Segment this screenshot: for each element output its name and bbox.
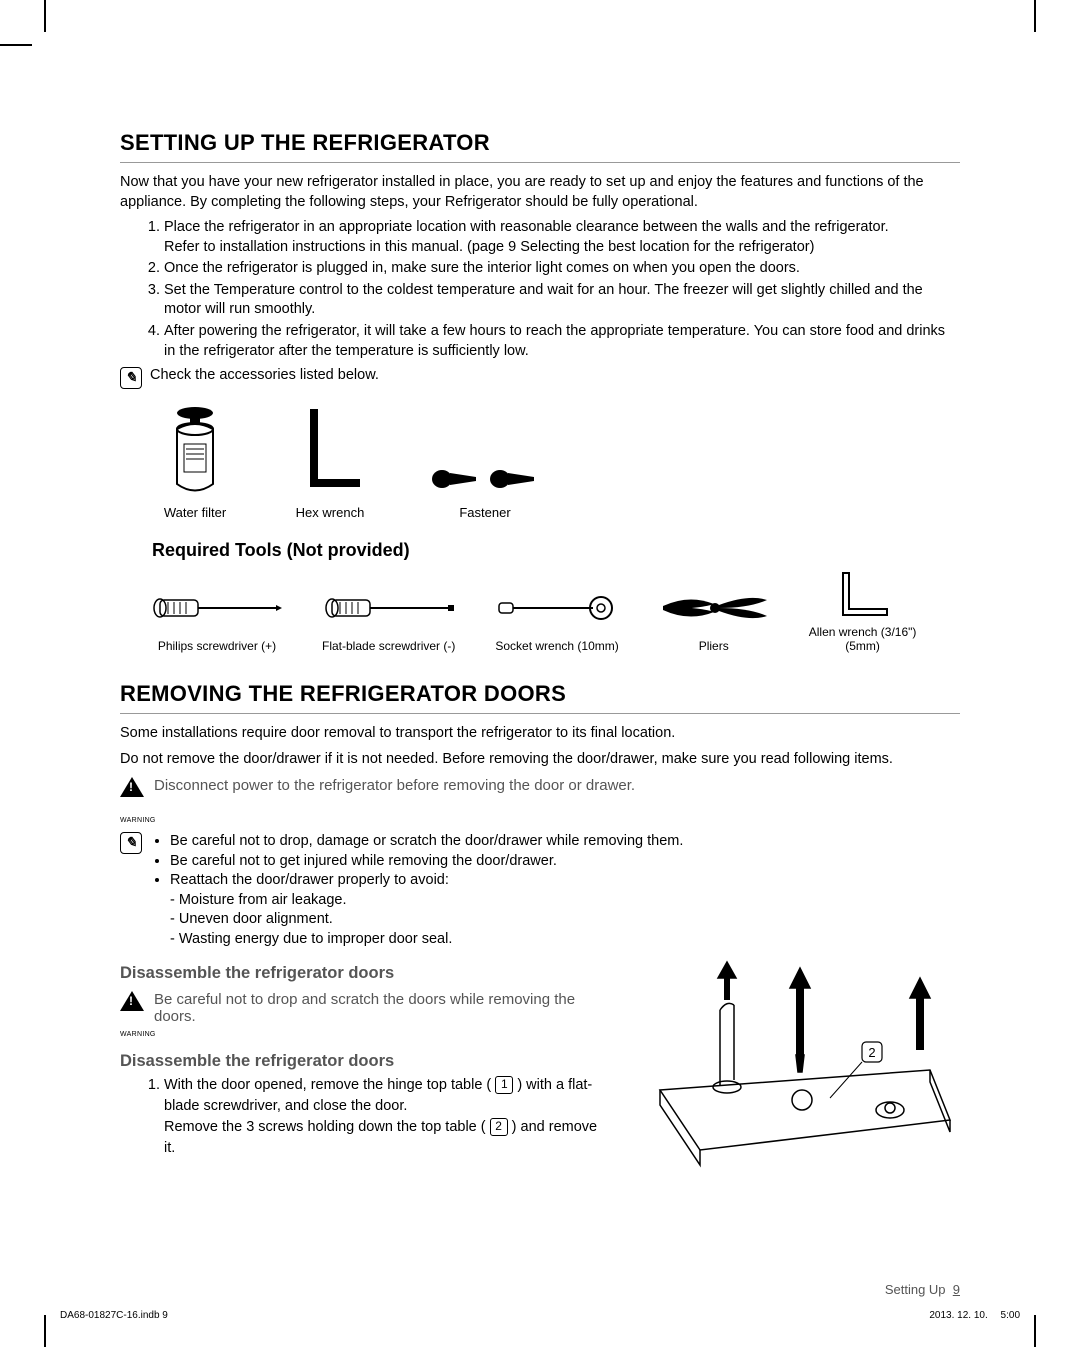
bullet: Be careful not to get injured while remo… [170, 852, 683, 872]
accessory-fastener: Fastener [430, 399, 540, 520]
step-4: After powering the refrigerator, it will… [164, 322, 960, 361]
step-2: Once the refrigerator is plugged in, mak… [164, 259, 960, 279]
philips-screwdriver-icon [152, 596, 282, 620]
crop-mark [44, 1315, 46, 1347]
crop-mark [1034, 1315, 1036, 1347]
footer-left: DA68-01827C-16.indb 9 [60, 1310, 168, 1321]
bullet: Be careful not to drop, damage or scratc… [170, 832, 683, 852]
section2: REMOVING THE REFRIGERATOR DOORS Some ins… [120, 681, 960, 1180]
dash: - Moisture from air leakage. [170, 891, 683, 911]
accessories-note: ✎ Check the accessories listed below. [120, 367, 960, 389]
warning-disconnect: WARNING Disconnect power to the refriger… [120, 777, 960, 824]
flatblade-screwdriver-icon [324, 596, 454, 620]
disassemble-heading-b: Disassemble the refrigerator doors [120, 1052, 610, 1071]
accessory-hex-wrench: Hex wrench [290, 399, 370, 520]
step-1: Place the refrigerator in an appropriate… [164, 218, 960, 257]
tool-label: Pliers [659, 639, 769, 653]
note-icon: ✎ [120, 832, 142, 854]
hinge-diagram: 2 [630, 950, 960, 1180]
dash: - Wasting energy due to improper door se… [170, 930, 683, 950]
t: With the door opened, remove the hinge t… [164, 1077, 491, 1093]
warning-text: Disconnect power to the refrigerator bef… [154, 777, 635, 794]
warning-label: WARNING [120, 1031, 144, 1038]
callout-1: 1 [495, 1076, 513, 1094]
accessories-row: Water filter Hex wrench [160, 399, 960, 520]
care-note: ✎ Be careful not to drop, damage or scra… [120, 832, 960, 949]
section1-steps: Place the refrigerator in an appropriate… [164, 218, 960, 361]
page-content: SETTING UP THE REFRIGERATOR Now that you… [120, 130, 960, 1267]
accessory-water-filter: Water filter [160, 399, 230, 520]
fastener-icon [430, 459, 540, 499]
socket-wrench-icon [497, 593, 617, 623]
bullet-text: Reattach the door/drawer properly to avo… [170, 872, 449, 888]
tool-allen: Allen wrench (3/16") (5mm) [809, 569, 917, 653]
accessory-label: Fastener [430, 505, 540, 520]
warning-icon [120, 777, 144, 797]
page-footer-label: Setting Up 9 [885, 1282, 960, 1297]
crop-mark [44, 0, 46, 32]
dash: - Uneven door alignment. [170, 910, 683, 930]
callout-2: 2 [490, 1118, 508, 1136]
tools-row: Philips screwdriver (+) Flat-blade screw… [152, 569, 960, 653]
step-3: Set the Temperature control to the colde… [164, 281, 960, 320]
footer-right: 2013. 12. 10. 5:00 [929, 1310, 1020, 1321]
tool-socket: Socket wrench (10mm) [495, 583, 618, 653]
warning-scratch: WARNING Be careful not to drop and scrat… [120, 991, 610, 1038]
step-sub: Refer to installation instructions in th… [164, 239, 814, 255]
section1-intro: Now that you have your new refrigerator … [120, 173, 960, 212]
hex-wrench-icon [290, 399, 370, 499]
section2-p2: Do not remove the door/drawer if it is n… [120, 750, 960, 770]
disassemble-block: Disassemble the refrigerator doors WARNI… [120, 950, 960, 1180]
tool-pliers: Pliers [659, 583, 769, 653]
allen-wrench-icon [833, 569, 893, 619]
water-filter-icon [160, 399, 230, 499]
accessory-label: Hex wrench [290, 505, 370, 520]
tool-label: Socket wrench (10mm) [495, 639, 618, 653]
crop-mark [0, 44, 32, 46]
footer-text: Setting Up [885, 1282, 946, 1297]
disassemble-steps: With the door opened, remove the hinge t… [164, 1075, 610, 1159]
pliers-icon [659, 588, 769, 628]
warning-icon [120, 991, 144, 1011]
step-text: Place the refrigerator in an appropriate… [164, 219, 889, 235]
disassemble-heading-a: Disassemble the refrigerator doors [120, 964, 610, 983]
warning-label: WARNING [120, 817, 144, 824]
tool-flatblade: Flat-blade screwdriver (-) [322, 583, 455, 653]
crop-mark [1034, 0, 1036, 32]
disassemble-step-1: With the door opened, remove the hinge t… [164, 1075, 610, 1159]
tool-label: Philips screwdriver (+) [152, 639, 282, 653]
print-footer: DA68-01827C-16.indb 9 2013. 12. 10. 5:00 [60, 1310, 1020, 1321]
accessory-label: Water filter [160, 505, 230, 520]
warning-text: Be careful not to drop and scratch the d… [154, 991, 610, 1025]
tools-heading: Required Tools (Not provided) [152, 540, 960, 561]
bullet: Reattach the door/drawer properly to avo… [170, 871, 683, 949]
section2-title: REMOVING THE REFRIGERATOR DOORS [120, 681, 960, 707]
note-icon: ✎ [120, 367, 142, 389]
note-text: Check the accessories listed below. [150, 367, 379, 383]
section1-title: SETTING UP THE REFRIGERATOR [120, 130, 960, 156]
diagram-callout-2: 2 [868, 1045, 875, 1060]
tool-philips: Philips screwdriver (+) [152, 583, 282, 653]
t: Remove the 3 screws holding down the top… [164, 1119, 486, 1135]
section2-p1: Some installations require door removal … [120, 724, 960, 744]
care-bullets: Be careful not to drop, damage or scratc… [170, 832, 683, 949]
footer-page-number: 9 [953, 1282, 960, 1297]
rule [120, 162, 960, 163]
rule [120, 713, 960, 714]
tool-label: Allen wrench (3/16") (5mm) [809, 625, 917, 653]
tool-label: Flat-blade screwdriver (-) [322, 639, 455, 653]
